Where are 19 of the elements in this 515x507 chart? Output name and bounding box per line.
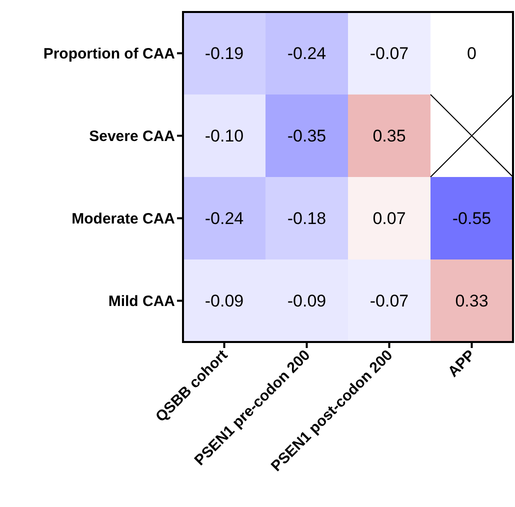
data-label: -0.07 [370,44,409,64]
data-label: -0.19 [204,44,244,64]
data-label: -0.24 [287,44,326,64]
data-label: -0.09 [287,292,326,311]
data-label: -0.07 [370,292,409,311]
y-tick-label: Severe CAA [89,128,176,145]
data-label: 0 [467,44,476,64]
data-label: 0.07 [372,209,406,228]
data-label: -0.55 [452,209,492,228]
data-label: 0.35 [372,126,406,146]
data-label: -0.24 [204,209,244,228]
y-tick-label: Mild CAA [108,293,176,310]
y-tick-label: Moderate CAA [72,210,176,228]
y-tick-label: Proportion of CAA [43,46,176,62]
data-label: -0.10 [204,126,244,146]
data-label: -0.35 [287,126,326,146]
data-label: -0.09 [204,292,244,311]
data-label: -0.18 [287,209,326,228]
data-label: 0.33 [455,292,488,311]
